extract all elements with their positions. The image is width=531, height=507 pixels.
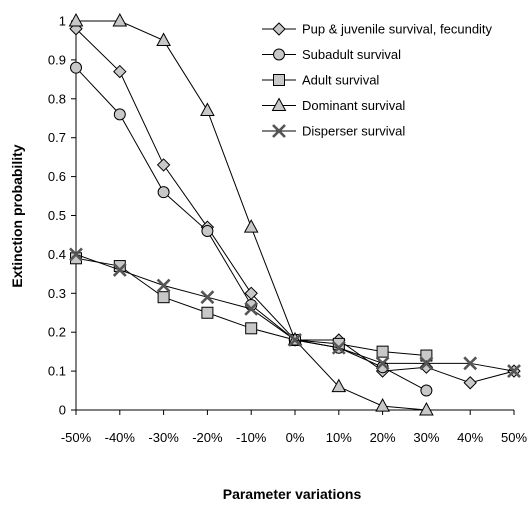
x-tick-label: 50% <box>501 430 527 445</box>
x-tick-label: 30% <box>413 430 439 445</box>
y-tick-label: 0.7 <box>48 130 66 145</box>
legend-item: Adult survival <box>262 73 379 88</box>
data-point <box>68 12 84 27</box>
x-tick-label: -30% <box>148 430 179 445</box>
data-point <box>156 158 171 172</box>
data-point <box>112 263 127 277</box>
y-tick-label: 1 <box>59 14 66 29</box>
x-tick-label: 10% <box>326 430 352 445</box>
y-tick-label: 0.1 <box>48 364 66 379</box>
y-tick-label: 0 <box>59 403 66 418</box>
data-point <box>375 356 390 371</box>
data-point <box>70 61 82 74</box>
data-point <box>245 322 258 335</box>
x-tick-label: 40% <box>457 430 483 445</box>
data-point <box>419 356 434 371</box>
legend-marker <box>273 74 285 86</box>
x-tick-label: 20% <box>370 430 396 445</box>
series-x <box>69 247 521 379</box>
x-tick-label: -50% <box>61 430 92 445</box>
y-tick-label: 0.8 <box>48 91 66 106</box>
data-point <box>69 247 83 262</box>
data-point <box>376 345 389 358</box>
x-marker-stroke <box>507 364 521 379</box>
data-point <box>463 356 478 371</box>
x-marker-stroke <box>463 356 478 371</box>
y-tick-label: 0.4 <box>48 247 66 262</box>
data-point <box>200 290 215 305</box>
x-marker-stroke <box>419 356 434 371</box>
legend-label: Subadult survival <box>302 47 401 62</box>
data-point <box>156 278 171 293</box>
x-marker-stroke <box>69 247 83 262</box>
legend-item: Pup & juvenile survival, fecundity <box>262 22 493 37</box>
x-axis-ticks: -50% -40% -30% -20% -10% 0% 10% 20% 30% 40% 50% <box>61 410 527 445</box>
data-point <box>243 219 259 233</box>
data-point <box>507 364 521 379</box>
data-point <box>419 360 434 374</box>
y-tick-label: 0.3 <box>48 286 66 301</box>
data-point <box>113 108 126 121</box>
data-point <box>331 340 346 355</box>
data-point <box>420 384 433 397</box>
x-tick-label: -10% <box>236 430 267 445</box>
x-marker-stroke <box>200 290 215 305</box>
data-point <box>113 64 127 79</box>
axes <box>75 19 514 411</box>
data-point <box>201 225 214 238</box>
x-marker-stroke <box>244 301 259 316</box>
x-tick-label: -20% <box>192 430 223 445</box>
legend-item: Subadult survival <box>262 47 401 62</box>
y-tick-label: 0.6 <box>48 169 66 184</box>
x-marker-stroke <box>272 124 286 138</box>
legend-marker <box>272 22 286 36</box>
legend-marker <box>272 124 286 138</box>
legend-marker <box>271 97 287 111</box>
x-marker-stroke <box>375 356 390 371</box>
y-tick-label: 0.9 <box>48 52 66 67</box>
series-line <box>75 253 515 372</box>
legend-marker <box>273 48 285 61</box>
x-tick-label: -40% <box>105 430 136 445</box>
legend: Pup & juvenile survival, fecundity Subadu… <box>262 22 493 139</box>
x-marker-stroke <box>112 263 127 277</box>
data-point <box>375 398 390 412</box>
legend-label: Adult survival <box>302 73 379 88</box>
y-axis-title: Extinction probability <box>9 144 25 287</box>
legend-label: Dominant survival <box>302 98 405 113</box>
data-point <box>156 32 171 46</box>
y-tick-label: 0.5 <box>48 208 66 223</box>
data-point <box>244 301 259 316</box>
data-point <box>157 291 170 304</box>
data-point <box>157 186 170 199</box>
data-point <box>463 376 477 390</box>
x-tick-label: 0% <box>286 430 305 445</box>
legend-label: Disperser survival <box>302 124 405 139</box>
x-marker-stroke <box>331 340 346 355</box>
data-point <box>331 378 347 393</box>
series-line <box>75 28 515 384</box>
data-point <box>288 333 302 347</box>
legend-label: Pup & juvenile survival, fecundity <box>302 22 493 37</box>
data-point <box>112 12 128 27</box>
y-tick-label: 0.2 <box>48 325 66 340</box>
legend-item: Dominant survival <box>262 97 405 113</box>
x-marker-stroke <box>288 333 302 347</box>
data-point <box>201 306 214 319</box>
data-point <box>420 349 433 362</box>
x-marker-stroke <box>156 278 171 293</box>
legend-item: Disperser survival <box>262 124 405 139</box>
y-axis-ticks: 0 0.1 0.2 0.3 0.4 0.5 0.6 0.7 0.8 0.9 1 <box>48 14 76 418</box>
series-layer <box>68 12 521 416</box>
data-point <box>419 401 434 416</box>
data-point <box>200 102 215 116</box>
x-axis-title: Parameter variations <box>223 486 362 502</box>
